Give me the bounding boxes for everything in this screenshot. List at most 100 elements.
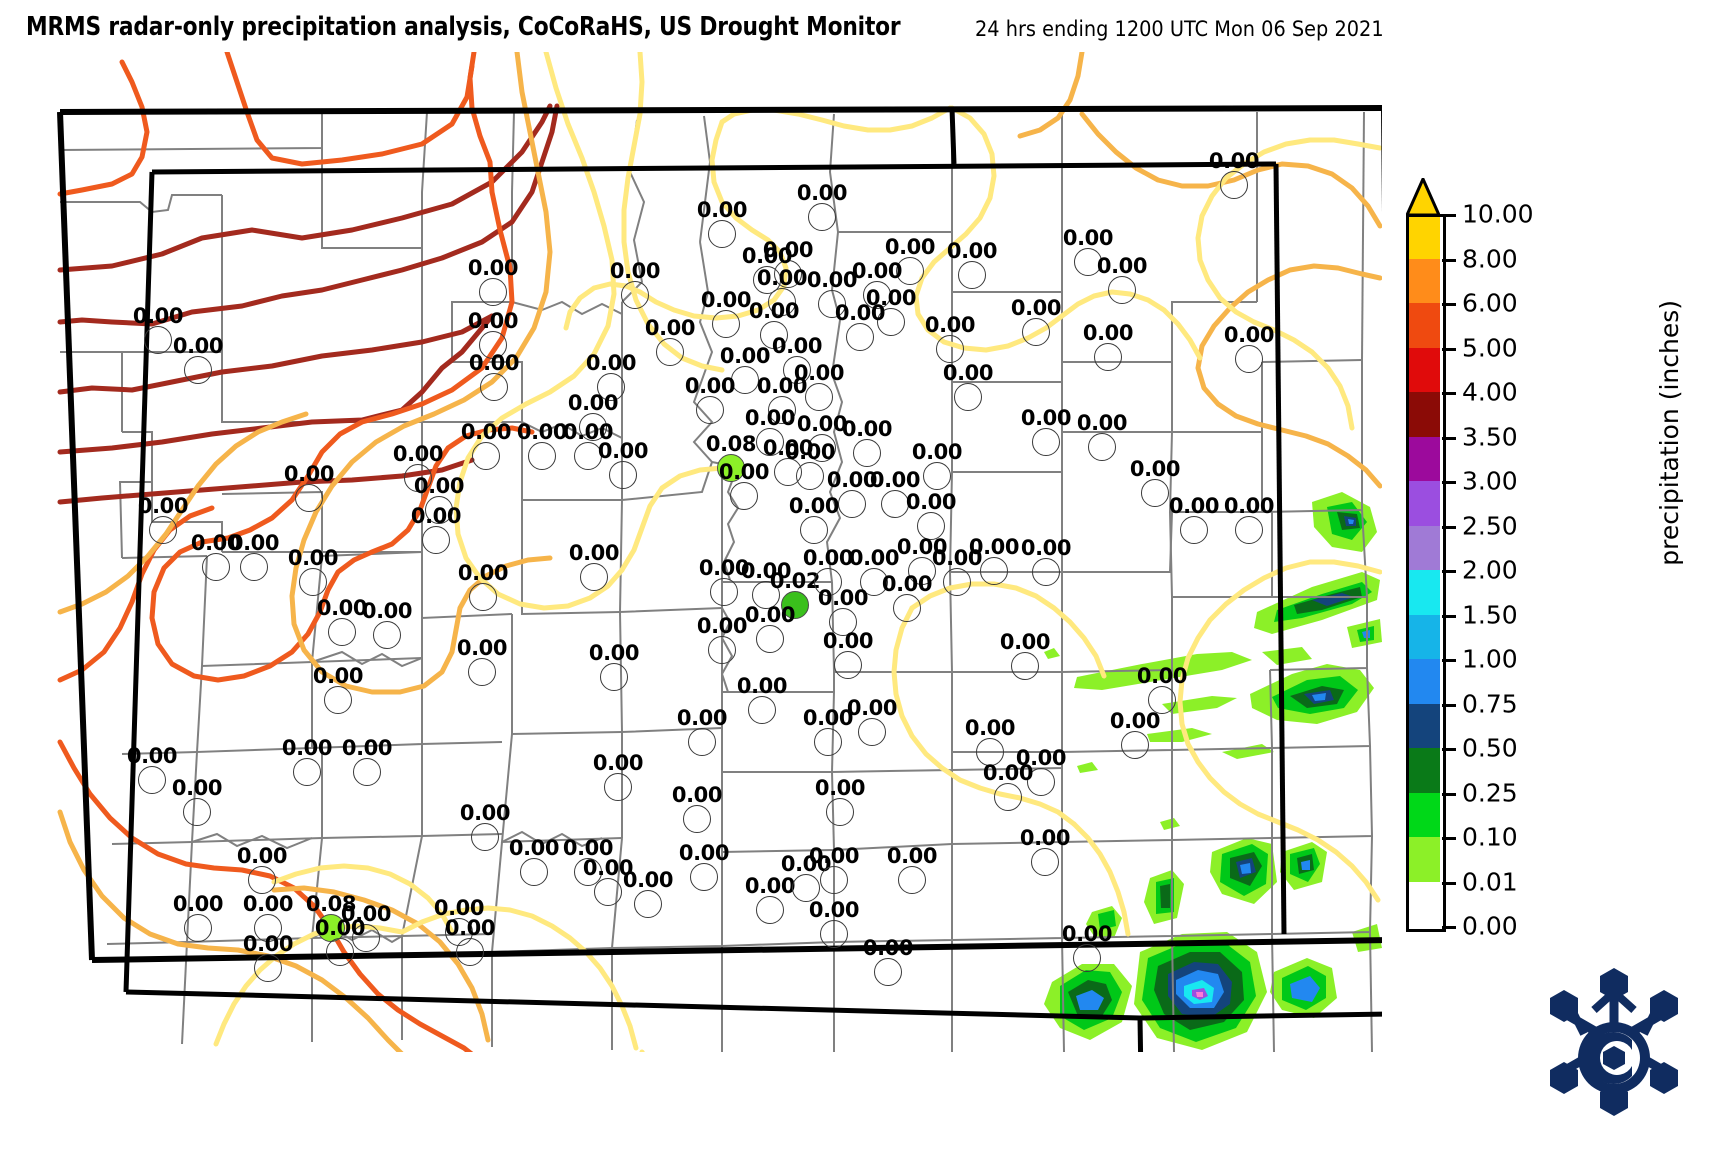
station-marker[interactable]: 0.00 xyxy=(593,751,644,801)
station-marker[interactable]: 0.00 xyxy=(842,417,893,467)
station-marker[interactable]: 0.00 xyxy=(589,641,640,691)
station-marker[interactable]: 0.00 xyxy=(809,898,860,948)
station-marker[interactable]: 0.00 xyxy=(569,541,620,591)
station-marker[interactable]: 0.00 xyxy=(411,504,462,554)
station-marker[interactable]: 0.00 xyxy=(229,531,280,581)
station-marker[interactable]: 0.00 xyxy=(1062,922,1113,972)
station-marker[interactable]: 0.00 xyxy=(288,546,339,596)
station-marker[interactable]: 0.00 xyxy=(517,420,568,470)
station-marker[interactable]: 0.00 xyxy=(781,852,832,902)
station-marker[interactable]: 0.00 xyxy=(912,440,963,490)
station-marker[interactable]: 0.00 xyxy=(563,420,614,470)
station-marker[interactable]: 0.00 xyxy=(1077,411,1128,461)
station-marker[interactable]: 0.00 xyxy=(645,316,696,366)
station-marker[interactable]: 0.00 xyxy=(282,736,333,786)
station-marker[interactable]: 0.00 xyxy=(460,801,511,851)
station-marker[interactable]: 0.00 xyxy=(742,244,793,294)
station-marker[interactable]: 0.00 xyxy=(847,696,898,746)
station-marker[interactable]: 0.00 xyxy=(342,736,393,786)
station-marker[interactable]: 0.00 xyxy=(863,936,914,986)
station-marker[interactable]: 0.00 xyxy=(797,181,848,231)
station-marker[interactable]: 0.00 xyxy=(341,902,392,952)
station-marker[interactable]: 0.00 xyxy=(1097,254,1148,304)
station-marker[interactable]: 0.00 xyxy=(741,559,792,609)
station-marker[interactable]: 0.00 xyxy=(697,614,748,664)
station-marker[interactable]: 0.00 xyxy=(610,259,661,309)
station-marker[interactable]: 0.00 xyxy=(1137,664,1188,714)
station-marker[interactable]: 0.00 xyxy=(172,776,223,826)
station-marker[interactable]: 0.00 xyxy=(827,468,878,518)
station-marker[interactable]: 0.00 xyxy=(947,239,998,289)
station-marker[interactable]: 0.00 xyxy=(679,841,730,891)
station-marker[interactable]: 0.00 xyxy=(803,706,854,756)
station-marker[interactable]: 0.00 xyxy=(191,531,242,581)
station-marker[interactable]: 0.00 xyxy=(749,299,800,349)
station-marker[interactable]: 0.00 xyxy=(1011,296,1062,346)
station-marker[interactable]: 0.00 xyxy=(393,442,444,492)
station-marker[interactable]: 0.00 xyxy=(1110,709,1161,759)
station-marker[interactable]: 0.00 xyxy=(701,288,752,338)
station-marker[interactable]: 0.00 xyxy=(133,304,184,354)
station-marker[interactable]: 0.00 xyxy=(685,374,736,424)
station-marker[interactable]: 0.00 xyxy=(284,462,335,512)
station-marker[interactable]: 0.00 xyxy=(1130,457,1181,507)
station-marker[interactable]: 0.00 xyxy=(677,706,728,756)
station-marker[interactable]: 0.08 xyxy=(706,432,757,482)
station-marker[interactable]: 0.00 xyxy=(823,629,874,679)
station-marker[interactable]: 0.00 xyxy=(772,334,823,384)
station-marker[interactable]: 0.00 xyxy=(1020,826,1071,876)
station-marker[interactable]: 0.00 xyxy=(1224,494,1275,544)
station-marker[interactable]: 0.00 xyxy=(623,868,674,918)
station-marker[interactable]: 0.00 xyxy=(468,309,519,359)
station-marker[interactable]: 0.00 xyxy=(243,932,294,982)
station-marker[interactable]: 0.00 xyxy=(815,776,866,826)
station-marker[interactable]: 0.00 xyxy=(737,674,788,724)
station-marker[interactable]: 0.00 xyxy=(586,351,637,401)
station-marker[interactable]: 0.00 xyxy=(1083,321,1134,371)
station-marker[interactable]: 0.00 xyxy=(583,856,634,906)
station-marker[interactable]: 0.00 xyxy=(237,844,288,894)
station-marker[interactable]: 0.00 xyxy=(138,494,189,544)
station-marker[interactable]: 0.00 xyxy=(852,259,903,309)
station-marker[interactable]: 0.00 xyxy=(745,406,796,456)
station-marker[interactable]: 0.00 xyxy=(925,313,976,363)
station-marker[interactable]: 0.00 xyxy=(563,836,614,886)
station-marker[interactable]: 0.00 xyxy=(943,361,994,411)
station-marker[interactable]: 0.00 xyxy=(803,546,854,596)
station-marker[interactable]: 0.00 xyxy=(818,586,869,636)
station-marker[interactable]: 0.00 xyxy=(173,892,224,942)
station-marker[interactable]: 0.00 xyxy=(315,916,366,966)
station-marker[interactable]: 0.00 xyxy=(1000,630,1051,680)
station-marker[interactable]: 0.00 xyxy=(509,836,560,886)
station-marker[interactable]: 0.00 xyxy=(414,474,465,524)
station-marker[interactable]: 0.00 xyxy=(763,436,814,486)
station-marker[interactable]: 0.00 xyxy=(885,235,936,285)
station-marker[interactable]: 0.00 xyxy=(897,535,948,585)
station-marker[interactable]: 0.00 xyxy=(720,344,771,394)
station-marker[interactable]: 0.00 xyxy=(672,783,723,833)
colorbar[interactable]: 10.00 8.00 6.00 5.00 4.00 3.50 3.00 2.50 2.00 1.5… xyxy=(1398,178,1548,941)
station-marker[interactable]: 0.00 xyxy=(932,546,983,596)
station-marker[interactable]: 0.00 xyxy=(127,744,178,794)
station-marker[interactable]: 0.00 xyxy=(757,266,808,316)
station-marker[interactable]: 0.00 xyxy=(797,412,848,462)
station-marker[interactable]: 0.00 xyxy=(1209,149,1260,199)
station-marker[interactable]: 0.00 xyxy=(757,374,808,424)
station-marker[interactable]: 0.00 xyxy=(719,460,770,510)
station-marker[interactable]: 0.00 xyxy=(469,351,520,401)
station-marker[interactable]: 0.00 xyxy=(794,361,845,411)
station-marker[interactable]: 0.00 xyxy=(882,572,933,622)
station-marker[interactable]: 0.00 xyxy=(1016,746,1067,796)
station-marker[interactable]: 0.00 xyxy=(598,439,649,489)
station-marker[interactable]: 0.00 xyxy=(1169,494,1220,544)
map-panel[interactable]: 0.00 0.00 0.00 0.00 0.00 0.00 0.00 0.00 0.00 0.00… xyxy=(22,52,1382,1052)
station-marker[interactable]: 0.00 xyxy=(763,238,814,288)
station-marker[interactable]: 0.00 xyxy=(1021,536,1072,586)
station-marker[interactable]: 0.00 xyxy=(461,420,512,470)
station-marker[interactable]: 0.00 xyxy=(785,440,836,490)
station-marker[interactable]: 0.00 xyxy=(445,916,496,966)
station-marker[interactable]: 0.00 xyxy=(173,334,224,384)
station-marker[interactable]: 0.00 xyxy=(807,268,858,318)
station-marker[interactable]: 0.00 xyxy=(1021,406,1072,456)
station-marker[interactable]: 0.08 xyxy=(306,892,357,942)
